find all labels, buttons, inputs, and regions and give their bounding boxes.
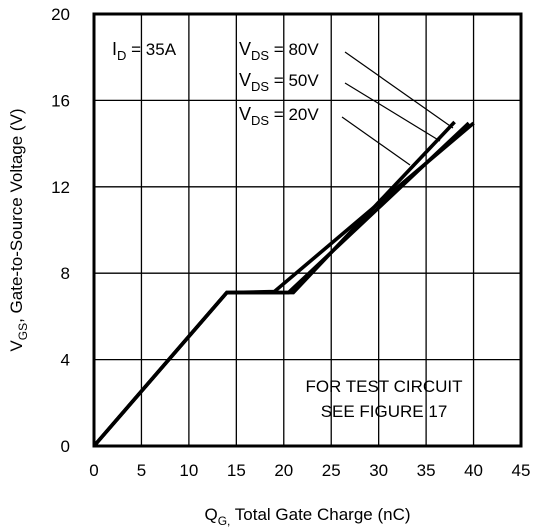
test-circuit-note-line2: SEE FIGURE 17 [321, 402, 448, 421]
test-circuit-note-line1: FOR TEST CIRCUIT [305, 377, 462, 396]
drain-current-symbol: I [112, 39, 117, 59]
leader-line-1 [344, 51, 454, 129]
vds-20v-label: VDS = 20V [239, 104, 319, 128]
series-line-3 [92, 121, 475, 448]
leader-line-2 [344, 82, 441, 142]
grid-lines [94, 14, 521, 446]
vds-50v-label: VDS = 50V [239, 70, 319, 94]
y-tick-label: 4 [61, 351, 70, 370]
x-axis-symbol: Q [204, 505, 217, 524]
y-tick-label: 16 [51, 91, 70, 110]
vds-80v-symbol: V [239, 39, 251, 59]
x-tick-label: 0 [89, 461, 98, 480]
vds-50v-value: = 50V [269, 71, 319, 90]
plot-frame [92, 12, 523, 448]
x-tick-label: 40 [464, 461, 483, 480]
x-tick-label: 5 [137, 461, 146, 480]
vds-20v-subscript: DS [251, 113, 269, 128]
series-line-1 [92, 120, 456, 448]
x-tick-label: 20 [274, 461, 293, 480]
y-axis-symbol: V [7, 340, 26, 352]
y-tick-label: 0 [61, 437, 70, 456]
vds-20v-value: = 20V [269, 105, 319, 124]
leader-line-3 [341, 116, 411, 166]
x-axis-description: Total Gate Charge (nC) [230, 505, 410, 524]
x-tick-label: 25 [322, 461, 341, 480]
y-axis-description: , Gate-to-Source Voltage (V) [7, 108, 26, 323]
x-tick-label: 45 [512, 461, 531, 480]
vds-20v-symbol: V [239, 104, 251, 124]
x-axis-subscript: G, [218, 514, 231, 528]
x-tick-label: 35 [417, 461, 436, 480]
vds-50v-symbol: V [239, 70, 251, 90]
y-tick-label: 20 [51, 5, 70, 24]
y-axis-subscript: GS [16, 323, 30, 340]
drain-current-subscript: D [117, 48, 126, 63]
drain-current-value: = 35A [126, 40, 176, 59]
x-axis-label: QG, Total Gate Charge (nC) [204, 505, 410, 528]
y-tick-label: 12 [51, 178, 70, 197]
y-axis-label: VGS, Gate-to-Source Voltage (V) [7, 108, 30, 351]
x-tick-label: 30 [369, 461, 388, 480]
vds-50v-subscript: DS [251, 79, 269, 94]
x-tick-label: 15 [227, 461, 246, 480]
vds-80v-subscript: DS [251, 48, 269, 63]
tick-labels: 0 5 10 15 20 25 30 35 40 45 0 4 8 12 16 20 [51, 5, 530, 480]
y-tick-label: 8 [61, 264, 70, 283]
vds-80v-value: = 80V [269, 40, 319, 59]
drain-current-annotation: ID = 35A [112, 39, 177, 63]
leader-lines [341, 51, 454, 166]
x-tick-label: 10 [179, 461, 198, 480]
series-lines [92, 120, 475, 448]
vds-80v-label: VDS = 80V [239, 39, 319, 63]
